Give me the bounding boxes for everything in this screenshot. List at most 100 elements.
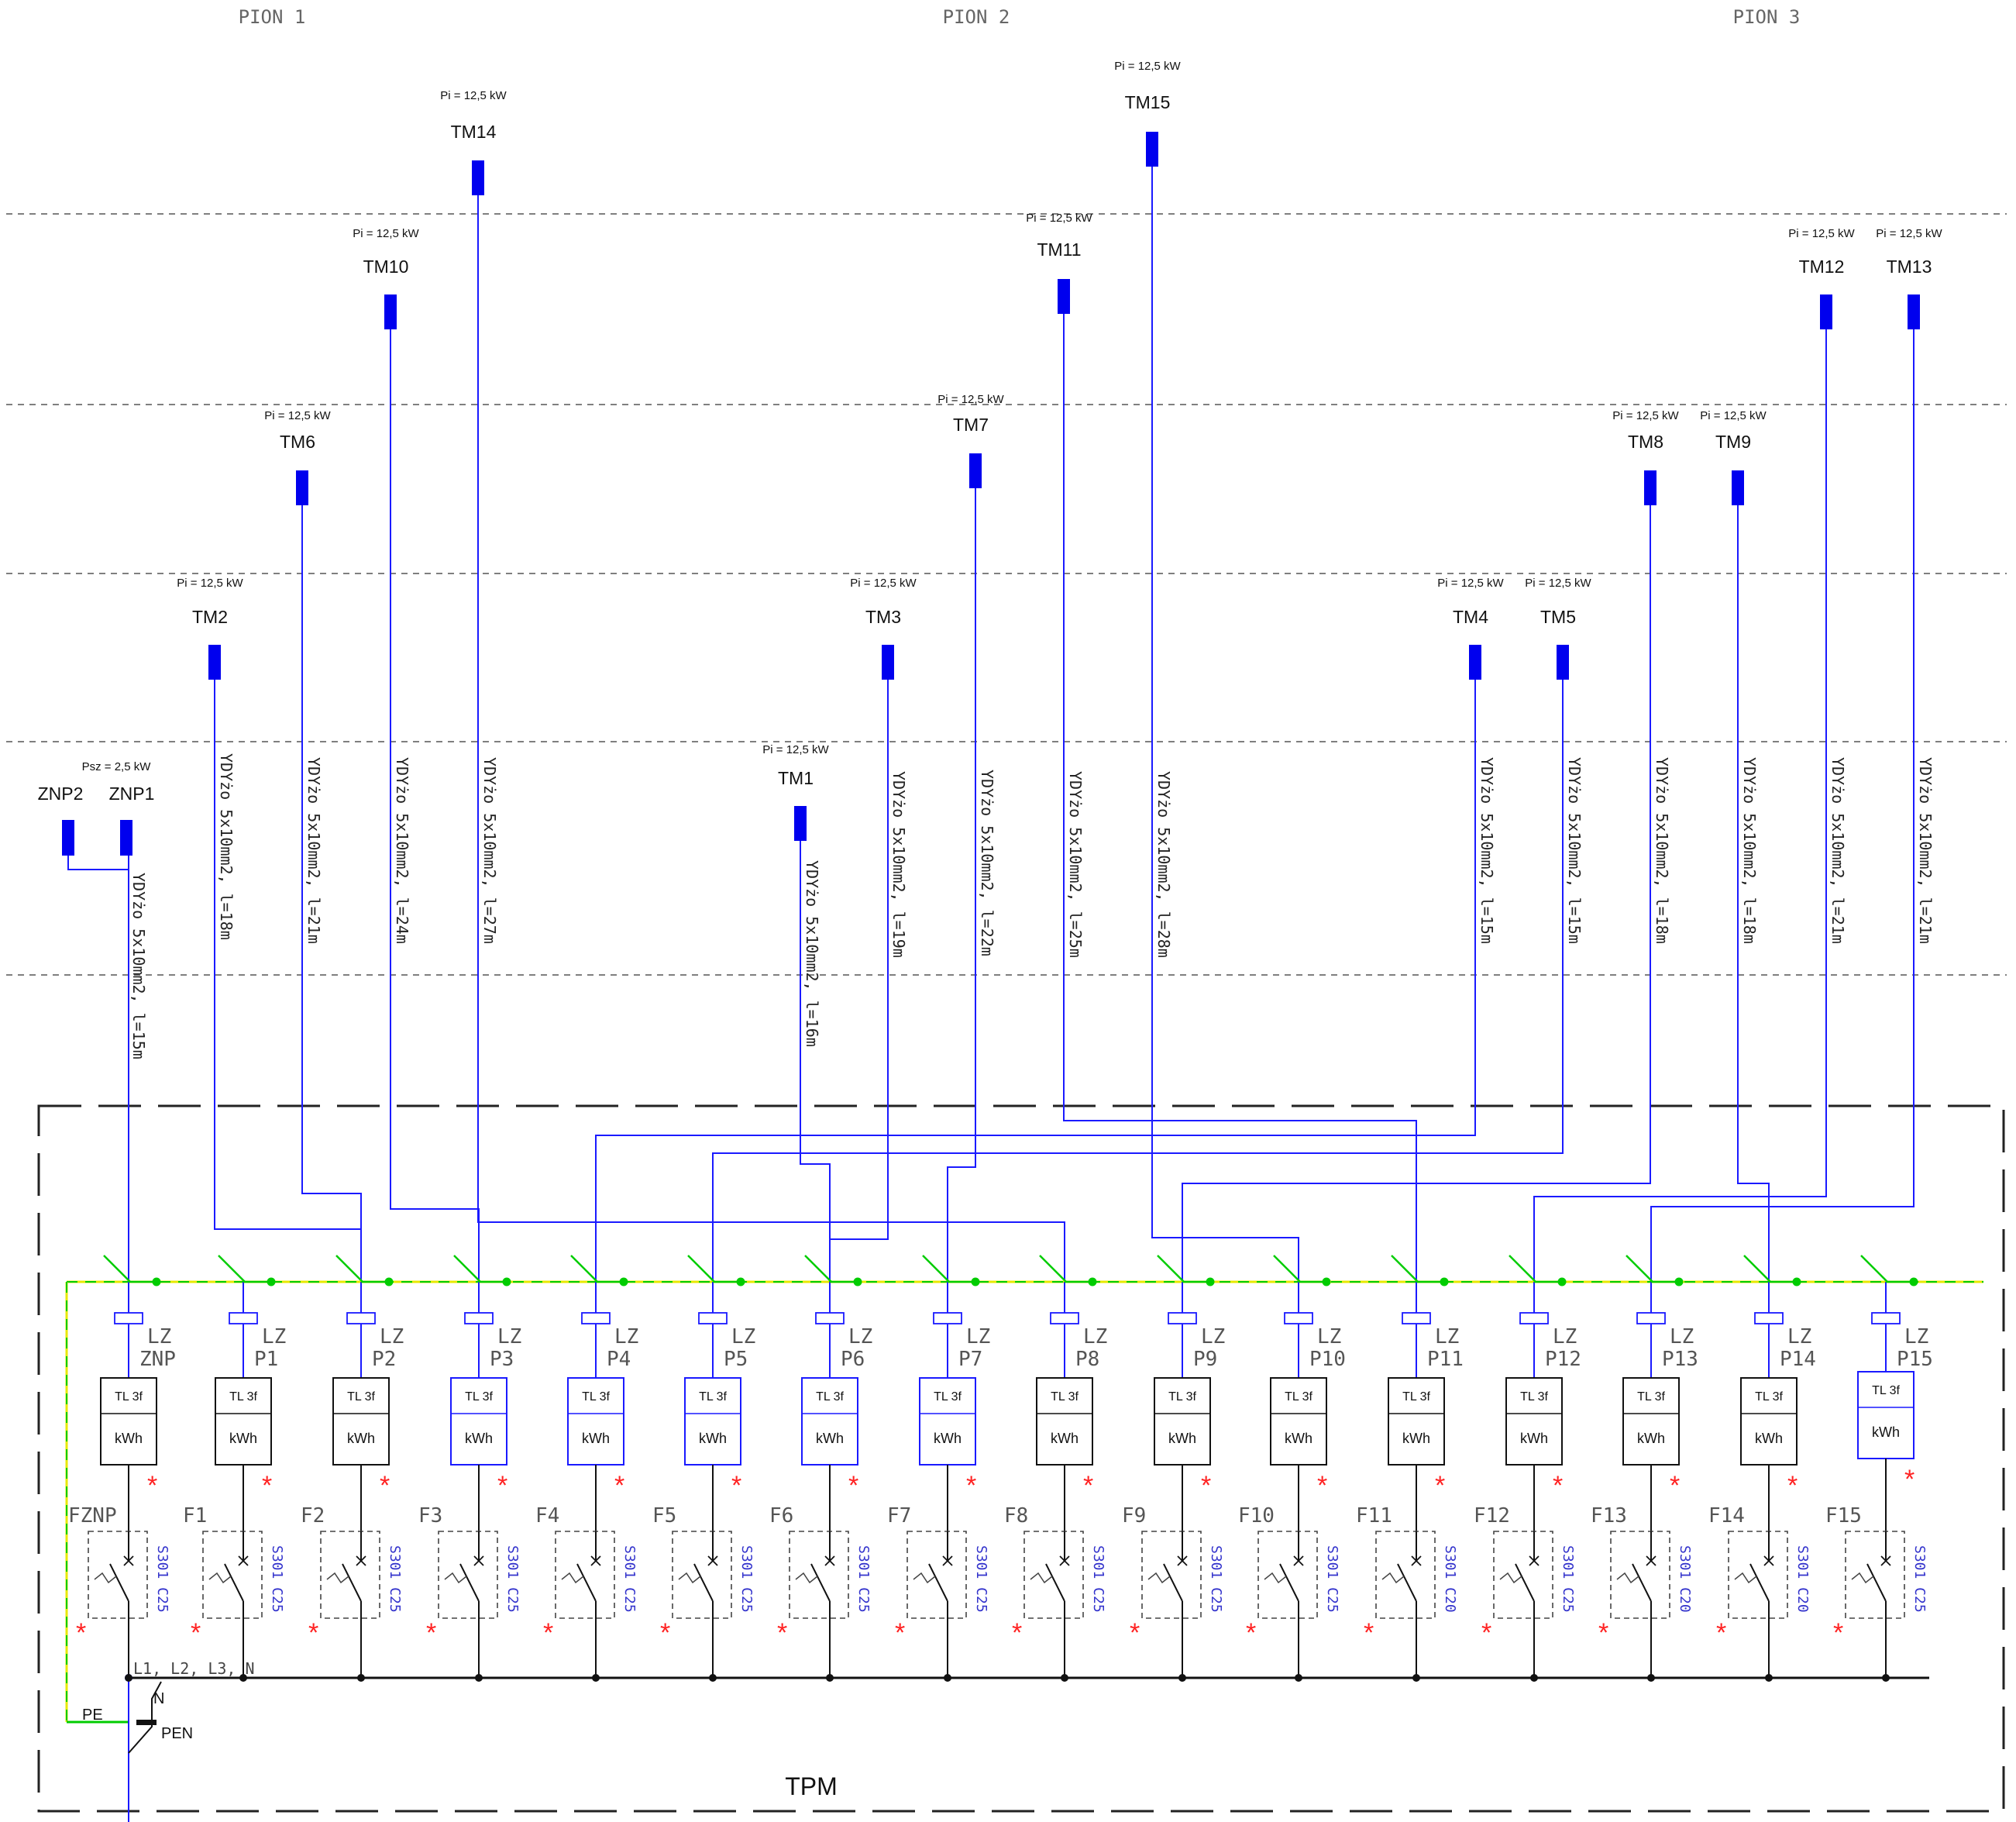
red-star: * xyxy=(1012,1618,1022,1648)
breaker-x xyxy=(1059,1555,1070,1566)
connector-link xyxy=(67,856,129,870)
load-name: TM3 xyxy=(865,607,901,627)
busbar-label: L1, L2, L3, N xyxy=(133,1659,255,1678)
load-block xyxy=(208,645,221,680)
red-star: * xyxy=(1670,1471,1680,1500)
breaker-box xyxy=(907,1531,967,1619)
breaker-contact xyxy=(1632,1563,1652,1602)
red-star: * xyxy=(1833,1618,1843,1648)
load-name: TM8 xyxy=(1628,432,1663,452)
breaker-x xyxy=(238,1555,249,1566)
feeder-wire xyxy=(1533,329,1827,1282)
lz-label: LZ xyxy=(731,1325,755,1348)
meter-unit: kWh xyxy=(347,1431,375,1446)
cable-label: YDYżo 5x10mm2, l=16m xyxy=(803,860,821,1047)
earth-switch xyxy=(218,1255,246,1283)
feeder-wire xyxy=(301,505,362,1282)
meter-unit: kWh xyxy=(1872,1424,1900,1440)
energy-meter xyxy=(1505,1377,1563,1466)
cable-label: YDYżo 5x10mm2, l=15m xyxy=(1478,757,1496,944)
circuit-label: P10 xyxy=(1309,1348,1346,1371)
lz-element xyxy=(1402,1312,1431,1324)
meter-unit: kWh xyxy=(1402,1431,1430,1446)
breaker-contact xyxy=(693,1563,714,1602)
breaker-contact xyxy=(810,1563,831,1602)
red-star: * xyxy=(1481,1618,1491,1648)
breaker-contact xyxy=(1397,1563,1417,1602)
thermal-trip xyxy=(1734,1572,1757,1584)
thermal-trip xyxy=(1381,1572,1405,1584)
breaker-box xyxy=(789,1531,849,1619)
energy-meter xyxy=(450,1377,507,1466)
breaker-x xyxy=(123,1555,134,1566)
breaker-rating: S301 C25 xyxy=(621,1545,638,1613)
earth-switch xyxy=(1039,1255,1067,1283)
connector-power: Psz = 2,5 kW xyxy=(82,760,152,773)
thermal-trip xyxy=(1147,1572,1171,1584)
thermal-trip xyxy=(326,1572,349,1584)
lz-element xyxy=(815,1312,845,1324)
circuit-label: P9 xyxy=(1193,1348,1217,1371)
breaker-contact xyxy=(1163,1563,1183,1602)
fuse-label: F12 xyxy=(1474,1504,1510,1528)
bus-node xyxy=(944,1674,951,1682)
meter-type: TL 3f xyxy=(1872,1384,1900,1397)
lz-element xyxy=(581,1312,611,1324)
breaker-rating: S301 C20 xyxy=(1677,1545,1693,1613)
red-star: * xyxy=(380,1471,390,1500)
red-star: * xyxy=(1553,1471,1563,1500)
connector-block xyxy=(62,820,74,856)
energy-meter xyxy=(1622,1377,1680,1466)
load-block xyxy=(1820,294,1832,329)
lz-label: LZ xyxy=(1317,1325,1341,1348)
load-power: Pi = 12,5 kW xyxy=(1114,60,1181,73)
circuit-label: ZNP xyxy=(139,1348,176,1371)
cable-label: YDYżo 5x10mm2, l=22m xyxy=(978,770,996,956)
breaker-contact xyxy=(1866,1563,1887,1602)
energy-meter xyxy=(1270,1377,1327,1466)
load-block xyxy=(1146,132,1158,167)
circuit-label: P13 xyxy=(1662,1348,1698,1371)
feeder-wire xyxy=(1151,167,1299,1282)
thermal-trip xyxy=(1264,1572,1287,1584)
red-star: * xyxy=(147,1471,157,1500)
connector-name: ZNP2 xyxy=(38,784,84,804)
bus-node xyxy=(1882,1674,1890,1682)
breaker-contact xyxy=(342,1563,362,1602)
thermal-trip xyxy=(795,1572,818,1584)
earth-switch xyxy=(335,1255,363,1283)
riser-label: PION 1 xyxy=(239,6,306,28)
breaker-rating: S301 C20 xyxy=(1794,1545,1811,1613)
breaker-box xyxy=(1023,1531,1084,1619)
red-star: * xyxy=(1317,1471,1327,1500)
energy-meter xyxy=(215,1377,272,1466)
lz-label: LZ xyxy=(262,1325,286,1348)
n-pen-link xyxy=(128,1681,162,1754)
load-power: Pi = 12,5 kW xyxy=(1788,227,1855,240)
breaker-rating: S301 C25 xyxy=(387,1545,403,1613)
lz-label: LZ xyxy=(848,1325,872,1348)
bus-node xyxy=(475,1674,483,1682)
breaker-rating: S301 C25 xyxy=(269,1545,285,1613)
meter-type: TL 3f xyxy=(1285,1390,1312,1404)
thermal-trip xyxy=(1499,1572,1522,1584)
breaker-x xyxy=(824,1555,835,1566)
meter-unit: kWh xyxy=(1168,1431,1196,1446)
breaker-rating: S301 C25 xyxy=(504,1545,521,1613)
lz-label: LZ xyxy=(614,1325,638,1348)
lz-element xyxy=(1519,1312,1549,1324)
earth-switch xyxy=(1509,1255,1536,1283)
thermal-trip xyxy=(208,1572,232,1584)
meter-type: TL 3f xyxy=(115,1390,143,1404)
lz-element xyxy=(1284,1312,1313,1324)
load-block xyxy=(296,470,308,505)
earth-switch xyxy=(453,1255,481,1283)
lz-label: LZ xyxy=(1904,1325,1928,1348)
